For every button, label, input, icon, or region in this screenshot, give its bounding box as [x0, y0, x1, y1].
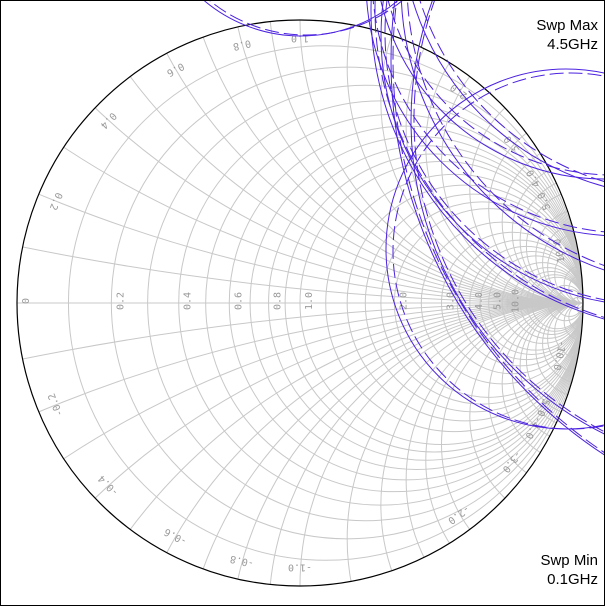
resistance-value-label: 5.0: [493, 292, 504, 310]
reactance-arc: [346, 302, 583, 586]
sweep-min-label: Swp Min 0.1GHz: [540, 551, 598, 589]
sweep-max-frequency: 4.5GHz: [547, 36, 598, 53]
sweep-trace-dashed: [374, 1, 604, 318]
reactance-arc: [405, 20, 583, 304]
resistance-value-label: 2.0: [398, 292, 409, 310]
reactance-arc: [563, 302, 583, 342]
sweep-trace-dashed: [209, 1, 403, 36]
reactance-arc: [346, 20, 583, 304]
unit-circle-outline: [16, 19, 584, 587]
reactance-value-label-positive: 0.2: [47, 191, 64, 212]
resistance-value-label: 0.4: [183, 292, 194, 310]
reactance-arc: [405, 302, 583, 586]
reactance-arc: [554, 245, 583, 304]
resistance-circle: [249, 136, 583, 470]
resistance-circle: [67, 45, 583, 561]
reactance-arc: [511, 161, 583, 304]
resistance-circle: [346, 184, 583, 422]
reactance-arc: [441, 302, 583, 586]
sweep-min-frequency: 0.1GHz: [547, 571, 598, 588]
reactance-arc: [563, 264, 583, 304]
reactance-arc: [547, 302, 583, 375]
reactance-arc: [511, 302, 583, 445]
sweep-trace-solid: [370, 1, 604, 320]
sweep-max-label: Swp Max 4.5GHz: [536, 16, 598, 54]
reactance-value-label-positive: 2.0: [449, 81, 470, 101]
reactance-value-label-positive: 0.6: [165, 60, 186, 78]
reactance-arc: [110, 302, 583, 586]
resistance-value-label: 1.0: [304, 292, 315, 310]
reactance-arc: [547, 231, 583, 304]
reactance-arc: [576, 291, 583, 304]
reactance-arc: [380, 302, 583, 586]
sweep-min-title: Swp Min: [540, 552, 598, 569]
reactance-value-label-negative: -0.8: [229, 553, 255, 569]
sweep-trace-solid: [390, 1, 604, 455]
sweep-trace-solid: [203, 1, 399, 37]
reactance-value-label-positive: 0.8: [232, 37, 252, 52]
resistance-value-label: 10.0: [511, 289, 522, 313]
sweep-trace-dashed: [413, 1, 604, 432]
reactance-arc: [576, 302, 583, 315]
reactance-value-label-negative: -0.6: [162, 526, 188, 547]
reactance-arc: [110, 20, 583, 304]
reactance-value-label-negative: -1.0: [288, 562, 312, 573]
resistance-value-label: 0.2: [115, 292, 126, 310]
resistance-value-label: 0.8: [273, 292, 284, 310]
reactance-arc: [525, 302, 583, 417]
sweep-traces: [203, 1, 604, 455]
resistance-value-label: 3.0: [446, 292, 457, 310]
resistance-value-label: 0: [21, 298, 32, 304]
reactance-arc: [525, 189, 583, 304]
sweep-trace-solid: [380, 1, 604, 303]
sweep-trace-solid: [385, 68, 604, 430]
reactance-value-label-negative: -2.0: [446, 503, 472, 526]
reactance-arc: [554, 302, 583, 361]
sweep-trace-solid: [410, 1, 604, 435]
sweep-max-title: Swp Max: [536, 17, 598, 34]
reactance-value-label-positive: 1.0: [291, 32, 309, 43]
sweep-trace-dashed: [392, 72, 604, 430]
resistance-circle: [479, 251, 583, 355]
reactance-arc: [380, 20, 583, 304]
resistance-value-label: 0.6: [233, 292, 244, 310]
reactance-value-label-negative: -0.2: [47, 391, 66, 417]
reactance-arc: [425, 302, 583, 586]
sweep-trace-dashed: [392, 1, 604, 453]
resistance-value-label: 4.0: [474, 292, 485, 310]
reactance-value-label-negative: -3.0: [500, 449, 523, 475]
